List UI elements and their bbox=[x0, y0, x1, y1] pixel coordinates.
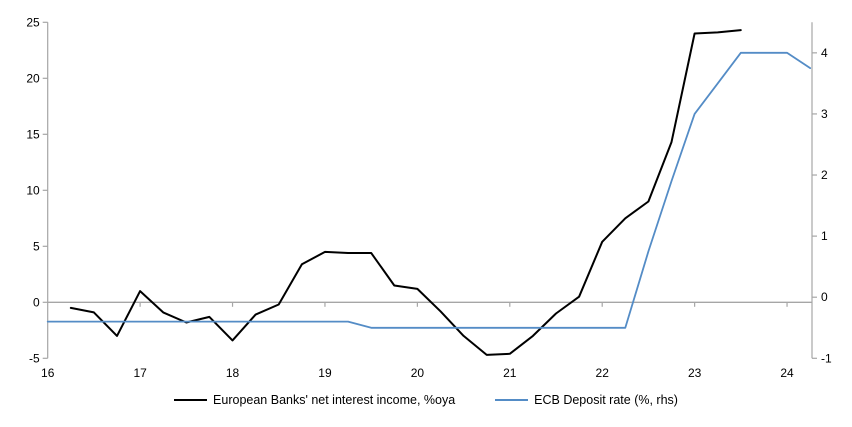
x-axis-tick-label: 24 bbox=[780, 366, 794, 380]
net-interest-income-legend-label: European Banks' net interest income, %oy… bbox=[213, 393, 456, 407]
x-axis-tick-label: 17 bbox=[133, 366, 147, 380]
left-axis-tick-label: 25 bbox=[26, 15, 40, 29]
x-axis-tick-label: 18 bbox=[226, 366, 240, 380]
left-axis-tick-label: 15 bbox=[26, 127, 40, 141]
x-axis-tick-label: 20 bbox=[411, 366, 425, 380]
right-axis-tick-label: 1 bbox=[821, 229, 828, 243]
left-axis-tick-label: 0 bbox=[33, 295, 40, 309]
left-axis-tick-label: -5 bbox=[29, 351, 40, 365]
left-axis-tick-label: 10 bbox=[26, 183, 40, 197]
deposit-rate-legend-label: ECB Deposit rate (%, rhs) bbox=[534, 393, 678, 407]
net-interest-income-series-line bbox=[69, 29, 742, 356]
x-axis-tick-label: 21 bbox=[503, 366, 517, 380]
x-axis-tick-label: 19 bbox=[318, 366, 332, 380]
right-axis-tick-label: 4 bbox=[821, 46, 828, 60]
deposit-rate-line-sample bbox=[495, 399, 529, 401]
x-axis-tick-label: 23 bbox=[688, 366, 702, 380]
legend: European Banks' net interest income, %oy… bbox=[0, 393, 852, 407]
right-axis-tick-label: -1 bbox=[821, 351, 832, 365]
left-axis-tick-label: 5 bbox=[33, 239, 40, 253]
x-axis-tick-label: 16 bbox=[41, 366, 55, 380]
right-axis-tick-label: 2 bbox=[821, 168, 828, 182]
right-axis-tick-label: 3 bbox=[821, 107, 828, 121]
legend-item-deposit-rate: ECB Deposit rate (%, rhs) bbox=[495, 393, 678, 407]
deposit-rate-series-line bbox=[46, 51, 812, 329]
legend-item-net-interest-income: European Banks' net interest income, %oy… bbox=[174, 393, 455, 407]
right-axis-tick-label: 0 bbox=[821, 290, 828, 304]
x-axis-tick-label: 22 bbox=[596, 366, 610, 380]
net-interest-income-line-sample bbox=[174, 399, 208, 401]
left-axis-tick-label: 20 bbox=[26, 71, 40, 85]
